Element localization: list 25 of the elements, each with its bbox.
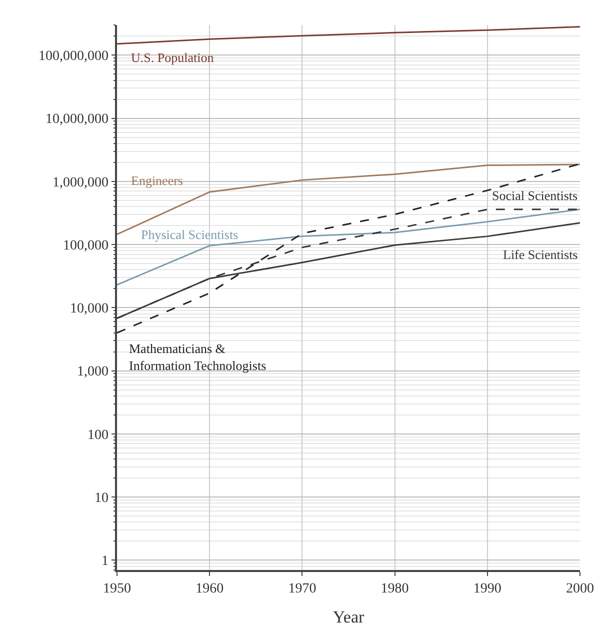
x-tick-label: 1970 <box>288 582 316 597</box>
series-label: Social Scientists <box>492 188 578 203</box>
y-tick-label: 10,000,000 <box>45 112 108 128</box>
x-tick-label: 1960 <box>196 582 224 597</box>
x-tick-label: 1950 <box>103 582 131 597</box>
y-tick-label: 1 <box>101 554 108 570</box>
y-tick-label: 100,000 <box>62 238 108 254</box>
x-tick-label: 1990 <box>473 582 502 597</box>
y-tick-label: 100,000,000 <box>38 49 108 64</box>
line-series <box>117 26 580 45</box>
series-label: Engineers <box>131 173 183 188</box>
line-series <box>117 208 580 286</box>
y-tick-label: 1,000,000 <box>52 175 108 190</box>
x-axis-title: Year <box>332 607 364 626</box>
x-tick-label: 2000 <box>566 582 594 597</box>
y-tick-label: 10,000 <box>70 302 108 317</box>
x-tick-label: 1980 <box>380 582 409 597</box>
y-tick-label: 100 <box>87 428 108 443</box>
series-label: Mathematicians & Information Technologists <box>129 341 266 373</box>
series-label: Life Scientists <box>503 247 578 262</box>
series-label: U.S. Population <box>131 50 214 65</box>
y-tick-label: 1,000 <box>76 364 108 380</box>
series-label: Physical Scientists <box>141 227 238 242</box>
line-series <box>117 163 580 334</box>
y-tick-label: 10 <box>94 490 108 506</box>
